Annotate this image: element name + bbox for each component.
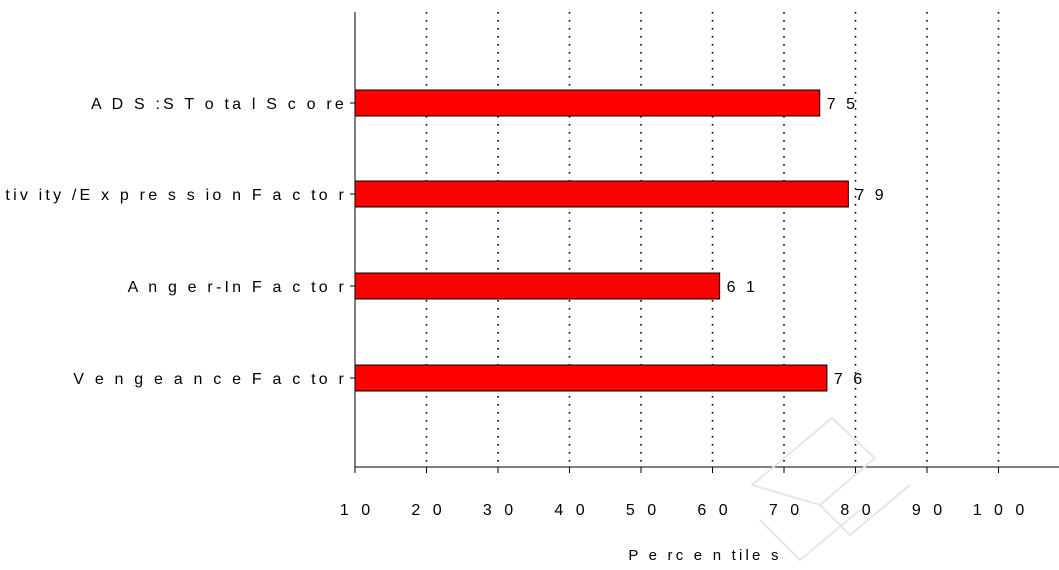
x-tick-label-20: 2 0	[411, 502, 445, 519]
bar-1	[354, 180, 849, 208]
x-tick-label-50: 5 0	[626, 502, 660, 519]
labels: 1 0 2 0 3 0 4 0 5 0 6 0 7 0 8 0 9 0 1 0 0 A D S :S…	[0, 96, 1029, 519]
axes	[350, 12, 1059, 473]
bar-3	[354, 364, 828, 392]
value-label-0: 7 5	[827, 96, 858, 113]
watermark-stroke-1	[749, 416, 877, 507]
category-label-0: A D S :S T o ta l S c o re	[91, 96, 347, 113]
x-tick-label-10: 1 0	[340, 502, 374, 519]
x-tick-label-100: 1 0 0	[973, 502, 1029, 519]
x-tick-label-60: 6 0	[697, 502, 731, 519]
value-label-3: 7 6	[834, 371, 865, 388]
x-tick-label-80: 8 0	[840, 502, 874, 519]
category-label-1: R e a c tiv ity /E x p re s s io n F a c…	[0, 187, 347, 204]
x-axis-title: P e rc e n tile s	[628, 547, 781, 564]
watermark-letter-e	[749, 416, 911, 562]
bars	[354, 89, 849, 392]
value-label-2: 6 1	[727, 279, 758, 296]
bar-2	[354, 272, 721, 300]
category-label-3: V e n g e a n c e F a c to r	[73, 371, 347, 388]
x-tick-label-30: 3 0	[483, 502, 517, 519]
x-tick-label-70: 7 0	[769, 502, 803, 519]
value-label-1: 7 9	[855, 187, 886, 204]
category-label-2: A n g e r-In F a c to r	[128, 279, 347, 296]
x-tick-label-90: 9 0	[912, 502, 946, 519]
bar-0	[354, 89, 821, 117]
vertical-gridlines	[425, 12, 1000, 467]
x-tick-label-40: 4 0	[554, 502, 588, 519]
